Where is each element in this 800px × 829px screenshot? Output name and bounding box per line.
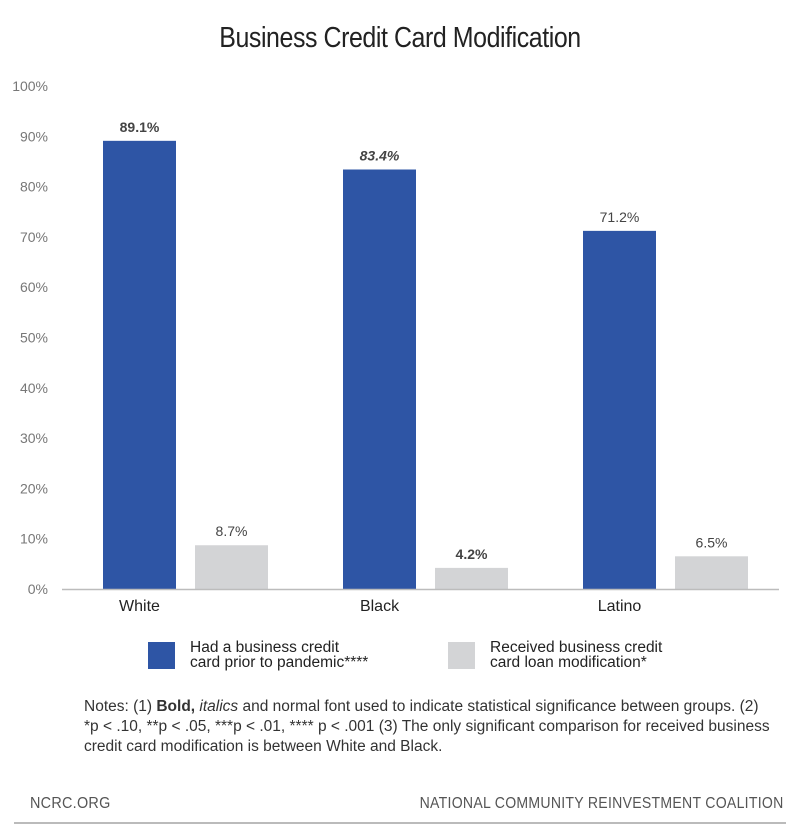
y-tick-label: 50% xyxy=(20,330,48,346)
y-tick-label: 90% xyxy=(20,128,48,144)
bar-value-label: 4.2% xyxy=(456,546,488,562)
y-tick-label: 100% xyxy=(12,78,48,94)
bar xyxy=(675,556,748,589)
y-tick-label: 30% xyxy=(20,430,48,446)
y-axis: 0% 10% 20% 30% 40% 50% 60% 70% 80% 90% 100% xyxy=(12,78,48,597)
bar-value-label: 83.4% xyxy=(360,147,400,163)
bar-value-label: 71.2% xyxy=(600,209,640,225)
bar xyxy=(343,169,416,590)
bar-chart: 0%10%20%30%40%50%60%70%80%90%100% 89.1%8… xyxy=(12,78,779,615)
legend-swatch-gray xyxy=(448,642,475,669)
x-category-label: Black xyxy=(360,598,400,615)
bar xyxy=(435,567,508,589)
bar xyxy=(583,230,656,589)
notes: Notes: (1) Bold, italics and normal font… xyxy=(84,698,770,755)
legend-label: Had a business credit card prior to pand… xyxy=(190,639,369,671)
legend-swatch-blue xyxy=(148,642,175,669)
footer-site: NCRC.ORG xyxy=(30,795,111,812)
bars: 89.1% 8.7% 83.4% 4.2% 71.2% 6.5% xyxy=(103,119,748,590)
y-tick-label: 10% xyxy=(20,531,48,547)
bar-value-label: 6.5% xyxy=(696,534,728,550)
x-category-label: Latino xyxy=(598,598,642,615)
x-category-label: White xyxy=(119,598,160,615)
chart-title: Business Credit Card Modification xyxy=(219,22,581,54)
x-axis: White Black Latino xyxy=(62,588,779,615)
legend-label: Received business credit card loan modif… xyxy=(490,639,663,671)
bar-value-label: 8.7% xyxy=(216,523,248,539)
bar xyxy=(103,140,176,589)
footer-divider xyxy=(14,822,786,824)
bar-value-label: 89.1% xyxy=(120,119,160,135)
bar xyxy=(195,545,268,589)
y-tick-label: 70% xyxy=(20,229,48,245)
y-tick-label: 60% xyxy=(20,279,48,295)
y-tick-label: 40% xyxy=(20,380,48,396)
y-tick-label: 80% xyxy=(20,179,48,195)
y-tick-label: 20% xyxy=(20,480,48,496)
footer-organization: NATIONAL COMMUNITY REINVESTMENT COALITIO… xyxy=(420,795,784,812)
y-tick-label: 0% xyxy=(28,581,48,597)
